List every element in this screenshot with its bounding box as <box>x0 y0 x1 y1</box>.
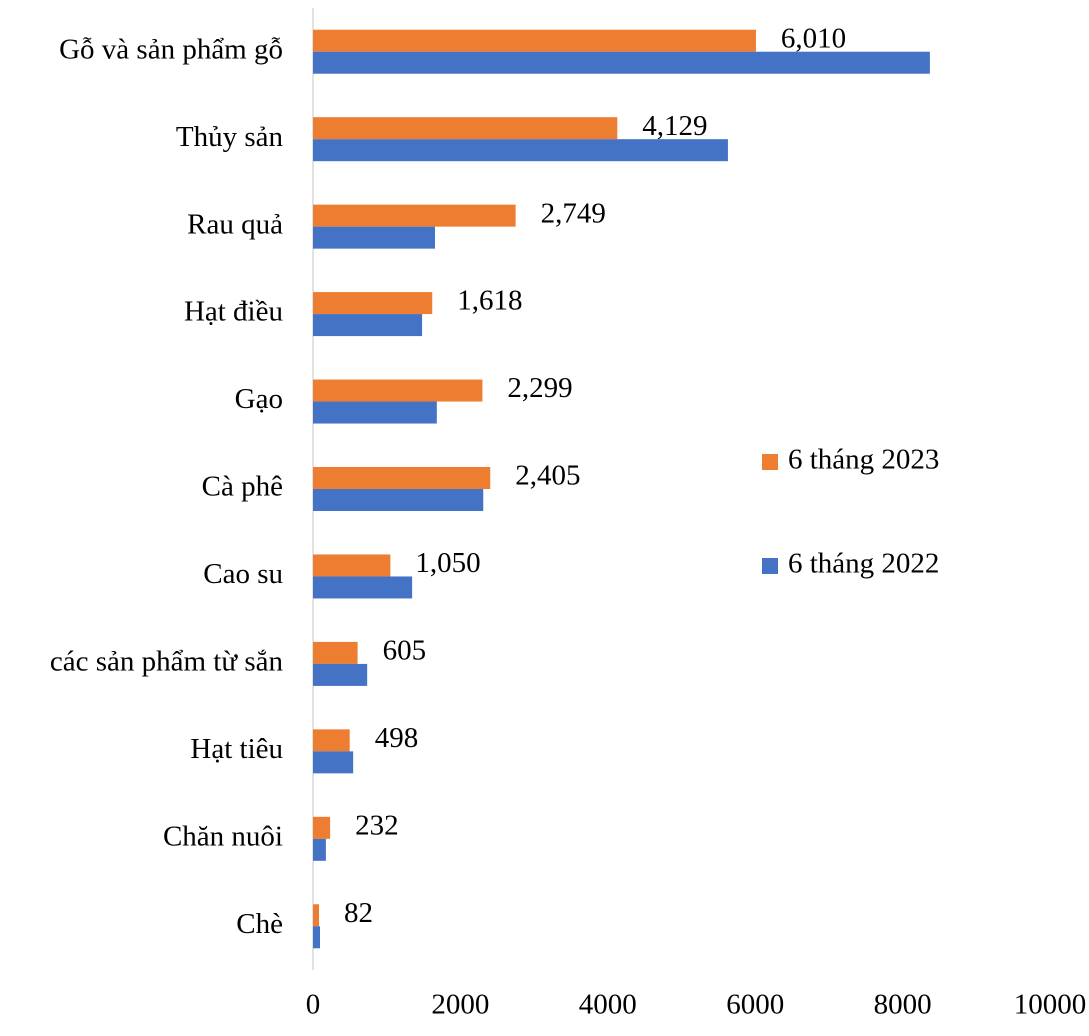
bar <box>313 751 354 774</box>
bar <box>313 729 350 752</box>
data-label: 6,010 <box>781 22 846 54</box>
x-tick-label: 6000 <box>726 989 784 1021</box>
bar <box>313 554 391 577</box>
data-label: 4,129 <box>642 110 707 142</box>
bar <box>313 204 516 227</box>
data-label: 498 <box>375 722 419 754</box>
legend-label: 6 tháng 2023 <box>788 444 939 476</box>
x-tick-label: 8000 <box>874 989 932 1021</box>
bar <box>313 838 326 861</box>
bar <box>313 926 321 949</box>
bar <box>313 29 756 52</box>
x-tick-label: 4000 <box>579 989 637 1021</box>
category-label: Rau quả <box>187 208 283 240</box>
data-label: 232 <box>355 809 399 841</box>
legend-swatch <box>762 454 778 470</box>
category-label: Hạt điều <box>184 296 283 328</box>
category-label: Hạt tiêu <box>190 733 283 765</box>
bar <box>313 314 423 337</box>
bar <box>313 641 358 664</box>
data-label: 2,405 <box>515 460 580 492</box>
category-label: Chè <box>236 908 283 940</box>
bar <box>313 401 437 424</box>
category-label: các sản phẩm từ sắn <box>50 646 284 678</box>
category-label: Thủy sản <box>176 121 284 153</box>
bar <box>313 576 413 599</box>
bar <box>313 51 930 74</box>
category-label: Cà phê <box>202 471 283 503</box>
legend-swatch <box>762 558 778 574</box>
bar <box>313 904 320 927</box>
category-label: Chăn nuôi <box>163 820 283 852</box>
category-label: Cao su <box>203 558 283 590</box>
category-label: Gỗ và sản phẩm gỗ <box>59 33 283 65</box>
bar <box>313 379 483 402</box>
bar <box>313 489 484 511</box>
bar <box>313 467 491 489</box>
data-label: 605 <box>383 635 427 667</box>
bar <box>313 816 331 839</box>
category-label: Gạo <box>235 383 283 415</box>
bar <box>313 292 433 315</box>
x-tick-label: 2000 <box>431 989 489 1021</box>
bar <box>313 139 728 162</box>
data-label: 1,050 <box>415 547 480 579</box>
data-label: 2,749 <box>541 197 606 229</box>
data-label: 1,618 <box>457 285 522 317</box>
legend-label: 6 tháng 2022 <box>788 548 939 580</box>
data-label: 82 <box>344 897 373 929</box>
data-label: 2,299 <box>507 372 572 404</box>
bar <box>313 117 618 140</box>
bar <box>313 663 368 686</box>
x-tick-label: 10000 <box>1014 989 1087 1021</box>
bar <box>313 226 435 249</box>
x-tick-label: 0 <box>306 989 321 1021</box>
